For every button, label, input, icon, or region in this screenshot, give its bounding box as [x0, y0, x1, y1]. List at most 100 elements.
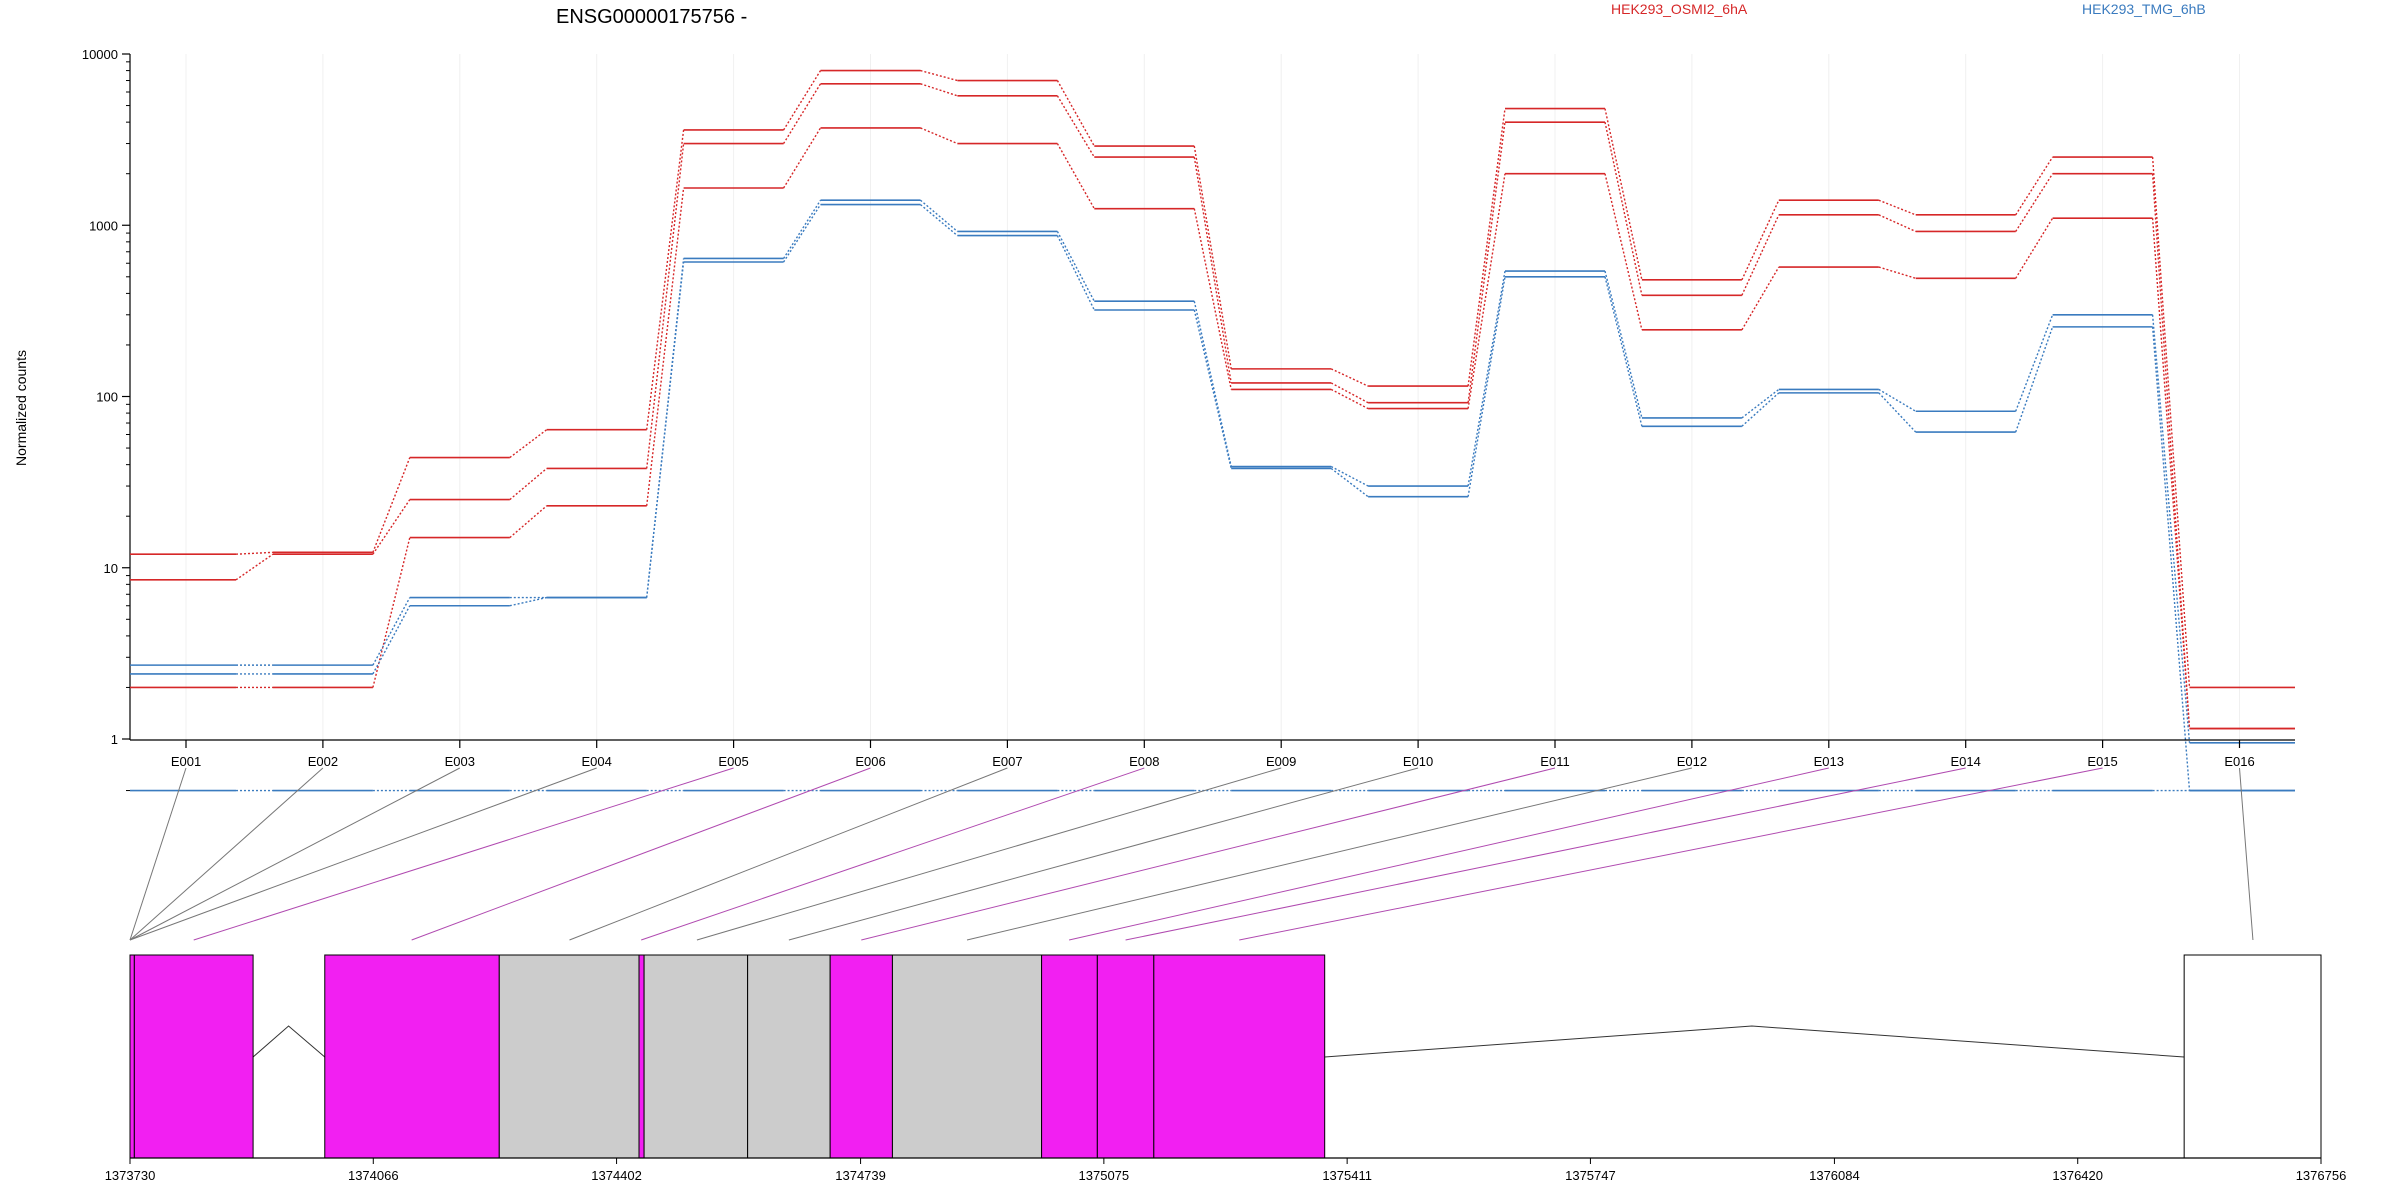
series-transition: [2151, 326, 2191, 791]
exon-box: [747, 954, 831, 1159]
series-transition: [920, 204, 958, 237]
chart-title: ENSG00000175756 -: [556, 6, 747, 28]
exon-connector: [641, 767, 1145, 941]
series-transition: [1878, 199, 1916, 216]
series-transition: [783, 70, 822, 131]
coordinate-tick-label: 1376084: [1809, 1168, 1860, 1183]
series-transition: [1467, 276, 1506, 497]
x-tick-label: E008: [1129, 754, 1159, 769]
x-tick-label: E002: [308, 754, 338, 769]
x-tick-label: E004: [582, 754, 612, 769]
series-transition: [1193, 309, 1232, 469]
series-transition: [2151, 157, 2191, 688]
series-transition: [1878, 388, 1917, 412]
exon-box: [1041, 954, 1098, 1159]
series-transition: [920, 127, 958, 145]
x-tick-label: E007: [992, 754, 1022, 769]
exon-box: [1153, 954, 1326, 1159]
exon-connector: [696, 767, 1282, 941]
series-transition: [372, 499, 411, 555]
coordinate-tick-label: 1375075: [1079, 1168, 1130, 1183]
exon-connector: [1125, 767, 1966, 941]
x-tick-label: E006: [855, 754, 885, 769]
coordinate-tick-label: 1375411: [1322, 1168, 1372, 1183]
x-axis: E001 E002 E003 E004 E005 E006 E007 E008 E009 E010…: [130, 739, 2295, 769]
intron-line: [1324, 1025, 2185, 1058]
intron-line: [252, 1025, 326, 1058]
series-transition: [509, 596, 547, 607]
legend-entry-osmi2: HEK293_OSMI2_6hA: [1611, 1, 1748, 17]
x-tick-label: E014: [1951, 754, 1981, 769]
series-transition: [2015, 173, 2054, 232]
x-tick-label: E009: [1266, 754, 1296, 769]
series-transition: [1741, 199, 1780, 281]
series-transition: [372, 605, 411, 675]
series-transition: [235, 553, 274, 581]
x-tick-label: E013: [1814, 754, 1844, 769]
series-transition: [1056, 80, 1095, 147]
series-transition: [2015, 326, 2054, 433]
series-transition: [646, 187, 685, 506]
series-transition: [509, 429, 548, 459]
series-transition: [1193, 145, 1232, 369]
x-tick-label: E010: [1403, 754, 1433, 769]
series-transition: [1056, 143, 1095, 209]
series-transition: [1604, 108, 1643, 280]
series-transition: [1878, 214, 1916, 233]
series-transition: [1330, 382, 1369, 404]
grid: [185, 54, 2240, 740]
exon-box: [324, 954, 500, 1159]
exon-box: [1096, 954, 1155, 1159]
exon-connector: [2239, 767, 2254, 941]
series-transition: [235, 551, 273, 555]
series-transition: [372, 597, 411, 666]
series-transition: [1878, 266, 1916, 279]
gene-model: [129, 954, 2322, 1159]
x-tick-label: E016: [2224, 754, 2254, 769]
series-transition: [2015, 156, 2054, 216]
y-tick-label: 10: [104, 561, 118, 576]
series-transition: [783, 127, 822, 189]
exon-box: [891, 954, 1043, 1159]
series-transition: [646, 129, 685, 430]
series-transition: [1604, 173, 1643, 331]
series-transition: [646, 143, 685, 469]
exon-box: [643, 954, 749, 1159]
exon-connector: [569, 767, 1008, 941]
series-lines: [130, 69, 2295, 792]
series-transition: [2151, 173, 2191, 729]
x-tick-label: E011: [1540, 754, 1569, 769]
coordinate-tick-label: 1374739: [835, 1168, 886, 1183]
exon-connector: [1068, 767, 1829, 941]
series-transition: [1741, 214, 1780, 296]
x-tick-label: E012: [1677, 754, 1707, 769]
series-transition: [1330, 388, 1369, 410]
exon-connector: [788, 767, 1419, 941]
legend-entry-tmg: HEK293_TMG_6hB: [2082, 1, 2206, 17]
x-tick-label: E001: [171, 754, 201, 769]
series-transition: [920, 199, 958, 232]
y-axis-label: Normalized counts: [13, 350, 29, 466]
x-tick-label: E005: [718, 754, 748, 769]
series-transition: [372, 457, 411, 553]
series-transition: [2151, 314, 2191, 743]
series-transition: [1193, 301, 1232, 467]
y-axis: 1 10 100 1000 10000: [82, 47, 131, 792]
exon-box: [498, 954, 640, 1159]
series-transition: [1330, 368, 1369, 387]
exon-connector: [129, 767, 597, 941]
y-tick-label: 1000: [89, 218, 118, 233]
y-tick-label: 100: [96, 390, 118, 405]
exon-box: [129, 954, 135, 1159]
series-transition: [920, 69, 958, 82]
exon-box: [638, 954, 645, 1159]
exon-connectors: [129, 767, 2254, 941]
series-transition: [509, 505, 548, 539]
coordinate-tick-label: 1373730: [105, 1168, 156, 1183]
exon-box: [133, 954, 254, 1159]
series-transition: [1193, 156, 1232, 384]
coordinate-tick-label: 1374402: [591, 1168, 642, 1183]
series-transition: [1056, 231, 1095, 302]
exon-box: [829, 954, 893, 1159]
series-transition: [1330, 465, 1369, 487]
